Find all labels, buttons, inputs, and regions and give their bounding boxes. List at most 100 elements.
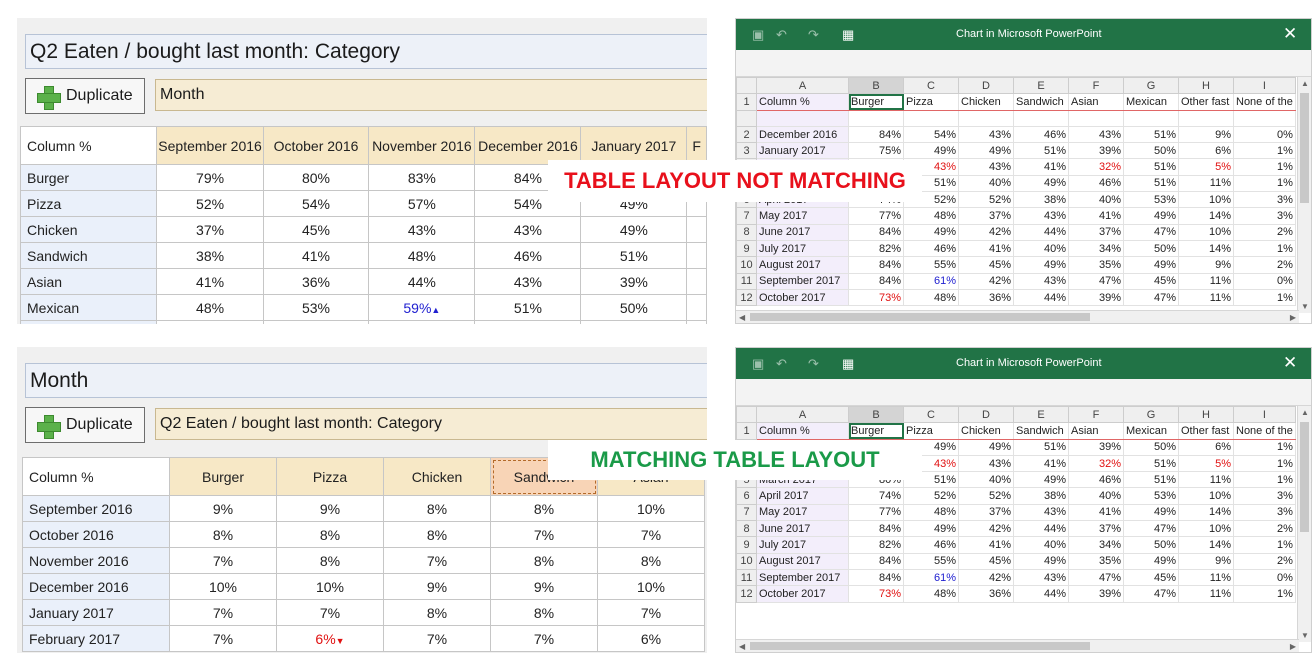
sheet-cell[interactable]: 43%: [1013, 503, 1069, 522]
sheet-cell[interactable]: 52%: [958, 191, 1014, 209]
sheet-cell[interactable]: 2%: [1233, 223, 1296, 241]
column-header[interactable]: November 2016: [368, 126, 476, 165]
sheet-cell[interactable]: 47%: [1123, 520, 1179, 538]
sheet-cell[interactable]: 47%: [1068, 272, 1124, 290]
sheet-cell[interactable]: 52%: [903, 487, 959, 505]
sheet-cell[interactable]: 74%: [848, 487, 904, 505]
sheet-cell[interactable]: 14%: [1178, 536, 1234, 554]
sheet-cell[interactable]: 51%: [1123, 158, 1179, 176]
sheet-header-cell[interactable]: Chicken: [958, 93, 1014, 111]
sheet-cell[interactable]: September 2017: [756, 272, 849, 290]
select-all-corner[interactable]: [736, 405, 757, 424]
duplicate-button[interactable]: Duplicate: [25, 407, 145, 443]
column-header[interactable]: October 2016: [262, 126, 370, 165]
sheet-cell[interactable]: 49%: [903, 142, 959, 160]
column-letter[interactable]: E: [1013, 76, 1069, 95]
scroll-right-icon[interactable]: ▶: [1289, 313, 1296, 322]
sheet-cell[interactable]: 38%: [1013, 191, 1069, 209]
row-number[interactable]: 3: [736, 142, 757, 160]
column-letter[interactable]: F: [1068, 76, 1124, 95]
sheet-cell[interactable]: 2%: [1233, 256, 1296, 274]
sheet-cell[interactable]: 10%: [1178, 487, 1234, 505]
sheet-cell[interactable]: 1%: [1233, 158, 1296, 176]
sheet-header-cell[interactable]: Column %: [756, 422, 849, 440]
row-label[interactable]: January 2017: [22, 599, 170, 626]
sheet-cell[interactable]: 14%: [1178, 239, 1234, 258]
sheet-cell[interactable]: 43%: [958, 454, 1014, 473]
column-header[interactable]: F: [686, 126, 707, 165]
sheet-cell[interactable]: 32%: [1068, 158, 1124, 176]
sheet-cell[interactable]: 0%: [1233, 272, 1296, 290]
sheet-cell[interactable]: 51%: [1013, 142, 1069, 160]
sheet-cell[interactable]: 45%: [958, 256, 1014, 274]
column-header[interactable]: January 2017: [580, 126, 688, 165]
row-number[interactable]: 6: [736, 487, 757, 505]
sheet-cell[interactable]: 47%: [1123, 585, 1179, 603]
sheet-cell[interactable]: June 2017: [756, 223, 849, 241]
sheet-cell[interactable]: 0%: [1233, 568, 1296, 587]
sheet-cell[interactable]: 34%: [1068, 239, 1124, 258]
sheet-cell[interactable]: 84%: [848, 272, 904, 290]
sheet-cell[interactable]: 40%: [1013, 536, 1069, 554]
sheet-cell[interactable]: 73%: [848, 288, 904, 307]
sheet-cell[interactable]: 36%: [958, 585, 1014, 603]
sheet-cell[interactable]: 45%: [958, 552, 1014, 570]
sheet-cell[interactable]: 50%: [1123, 239, 1179, 258]
sheet-header-cell[interactable]: Burger: [848, 422, 904, 440]
sheet-cell[interactable]: 61%: [903, 568, 959, 587]
row-label[interactable]: September 2016: [22, 495, 170, 522]
sheet-cell[interactable]: 61%: [903, 272, 959, 290]
sheet-cell[interactable]: 49%: [903, 520, 959, 538]
sheet-cell[interactable]: 84%: [848, 552, 904, 570]
sheet-header-cell[interactable]: Other fast: [1178, 93, 1234, 111]
sheet-cell[interactable]: 6%: [1178, 438, 1234, 456]
row-number[interactable]: 11: [736, 272, 757, 290]
row-number[interactable]: 10: [736, 552, 757, 570]
sheet-cell[interactable]: 39%: [1068, 288, 1124, 307]
sheet-header-cell[interactable]: Column %: [756, 93, 849, 111]
column-letter[interactable]: B: [848, 405, 904, 424]
sheet-cell[interactable]: 49%: [1013, 552, 1069, 570]
sheet-cell[interactable]: 10%: [1178, 223, 1234, 241]
sheet-cell[interactable]: 10%: [1178, 520, 1234, 538]
sheet-cell[interactable]: 54%: [903, 125, 959, 144]
row-number[interactable]: 1: [736, 422, 757, 440]
sheet-cell[interactable]: 49%: [1123, 207, 1179, 225]
column-letter[interactable]: A: [756, 76, 849, 95]
sheet-cell[interactable]: 14%: [1178, 207, 1234, 225]
sheet-cell[interactable]: 40%: [1013, 239, 1069, 258]
sheet-header-cell[interactable]: Sandwich: [1013, 93, 1069, 111]
column-letter[interactable]: C: [903, 76, 959, 95]
row-label[interactable]: Pizza: [19, 190, 158, 217]
sheet-cell[interactable]: 3%: [1233, 503, 1296, 522]
scroll-up-icon[interactable]: ▲: [1301, 408, 1309, 417]
sheet-cell[interactable]: 45%: [1123, 568, 1179, 587]
sheet-cell[interactable]: 48%: [903, 288, 959, 307]
sheet-cell[interactable]: 11%: [1178, 288, 1234, 307]
sheet-cell[interactable]: 51%: [1123, 471, 1179, 489]
row-label[interactable]: February 2017: [22, 625, 170, 652]
sheet-cell[interactable]: 1%: [1233, 438, 1296, 456]
sheet-cell[interactable]: 53%: [1123, 191, 1179, 209]
sheet-cell[interactable]: 37%: [958, 503, 1014, 522]
sheet-cell[interactable]: August 2017: [756, 552, 849, 570]
sheet-cell[interactable]: April 2017: [756, 487, 849, 505]
sheet-cell[interactable]: 11%: [1178, 585, 1234, 603]
column-letter[interactable]: E: [1013, 405, 1069, 424]
sheet-cell[interactable]: 55%: [903, 552, 959, 570]
sheet-cell[interactable]: 5%: [1178, 158, 1234, 176]
sheet-header-cell[interactable]: Mexican: [1123, 93, 1179, 111]
sheet-cell[interactable]: 39%: [1068, 142, 1124, 160]
sheet-cell[interactable]: 39%: [1068, 585, 1124, 603]
column-letter[interactable]: H: [1178, 76, 1234, 95]
row-number[interactable]: 7: [736, 207, 757, 225]
row-label[interactable]: December 2016: [22, 573, 170, 600]
sheet-header-cell[interactable]: Other fast: [1178, 422, 1234, 440]
sheet-cell[interactable]: 35%: [1068, 552, 1124, 570]
sheet-cell[interactable]: 10%: [1178, 191, 1234, 209]
sheet-header-cell[interactable]: Pizza: [903, 422, 959, 440]
sheet-cell[interactable]: 84%: [848, 520, 904, 538]
sheet-cell[interactable]: 45%: [1123, 272, 1179, 290]
row-number[interactable]: 10: [736, 256, 757, 274]
sheet-cell[interactable]: September 2017: [756, 568, 849, 587]
